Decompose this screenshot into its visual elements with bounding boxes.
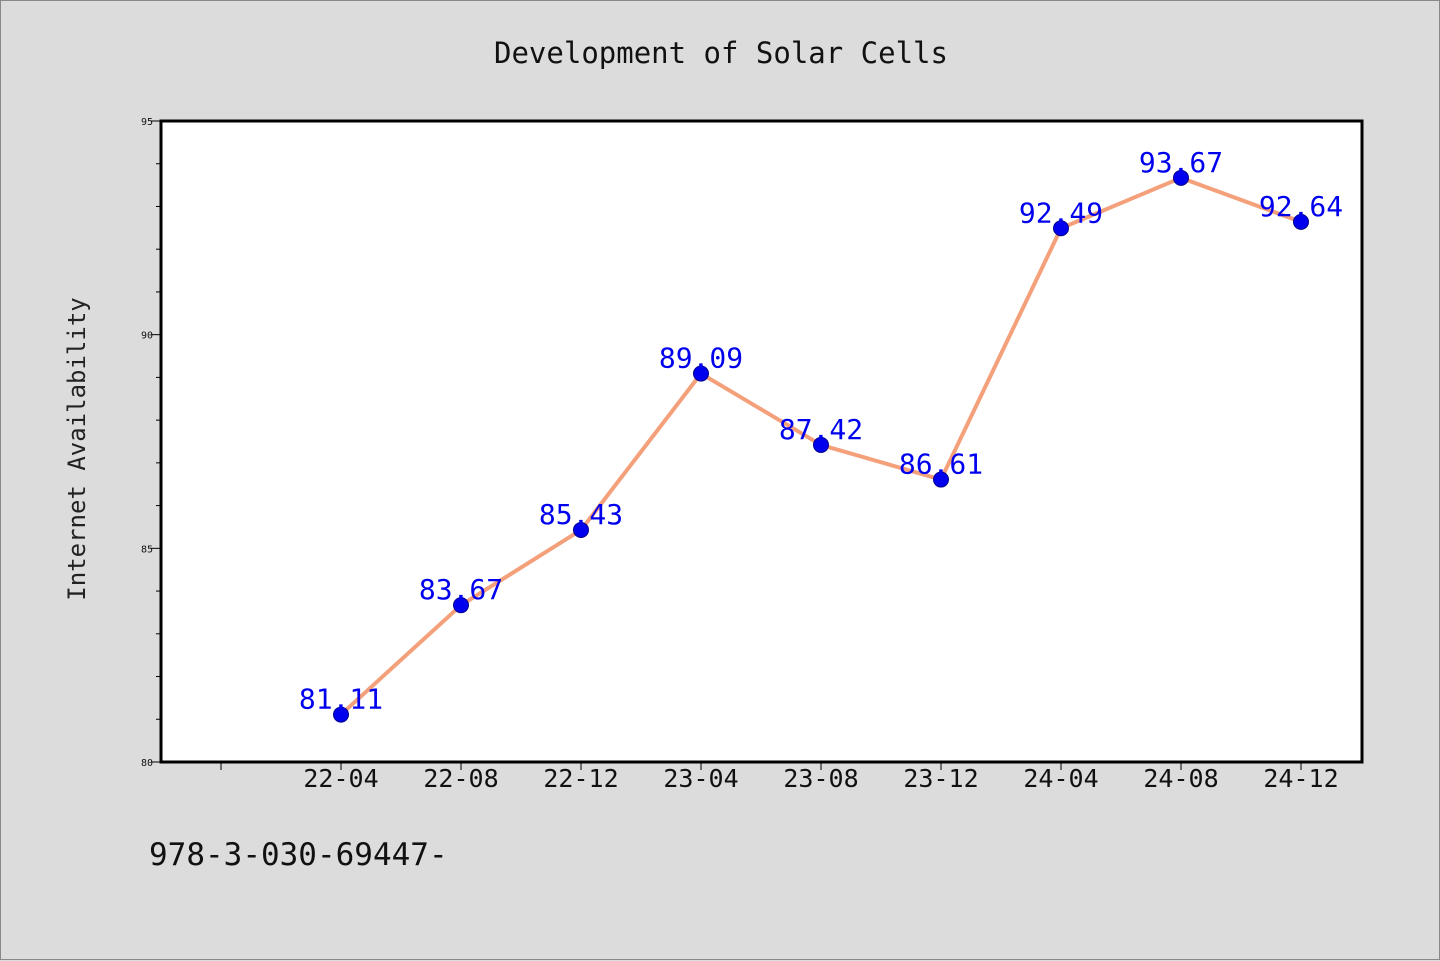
data-point-marker bbox=[933, 471, 949, 488]
x-tick-label: 23-08 bbox=[783, 764, 858, 793]
x-tick-label: 24-08 bbox=[1143, 764, 1218, 793]
data-value-label: 83.67 bbox=[419, 573, 503, 606]
y-tick-label: 85 bbox=[141, 544, 153, 555]
data-value-label: 92.49 bbox=[1019, 196, 1103, 229]
data-point-marker bbox=[693, 365, 709, 382]
data-value-label: 85.43 bbox=[539, 498, 623, 531]
y-axis: 80 85 90 95 bbox=[141, 117, 161, 769]
data-point-marker bbox=[1293, 213, 1309, 230]
y-tick-label: 95 bbox=[141, 117, 153, 128]
marker-layer bbox=[333, 169, 1309, 723]
x-tick-label: 23-12 bbox=[903, 764, 978, 793]
y-tick-label: 90 bbox=[141, 331, 153, 342]
data-value-label: 93.67 bbox=[1139, 146, 1223, 179]
x-tick-label: 24-04 bbox=[1023, 764, 1098, 793]
data-point-marker bbox=[1173, 169, 1189, 186]
x-tick-label: 22-12 bbox=[543, 764, 618, 793]
data-label-layer: 81.11 83.67 85.43 89.09 87.42 86.61 92.49 93.67… bbox=[299, 146, 1343, 716]
data-point-marker bbox=[1053, 220, 1069, 237]
x-tick-label: 24-12 bbox=[1263, 764, 1338, 793]
data-point-marker bbox=[573, 521, 589, 538]
data-value-label: 87.42 bbox=[779, 413, 863, 446]
plot-area bbox=[159, 119, 1364, 764]
x-tick-label: 23-04 bbox=[663, 764, 738, 793]
data-point-marker bbox=[333, 706, 349, 723]
data-value-label: 92.64 bbox=[1259, 190, 1343, 223]
chart-title: Development of Solar Cells bbox=[494, 36, 948, 70]
data-value-label: 86.61 bbox=[899, 448, 983, 481]
data-value-label: 89.09 bbox=[659, 342, 743, 375]
footer-isbn-text: 978-3-030-69447- bbox=[149, 837, 448, 873]
data-point-marker bbox=[813, 436, 829, 453]
x-tick-label: 22-04 bbox=[303, 764, 378, 793]
y-tick-label: 80 bbox=[141, 758, 153, 769]
data-value-label: 81.11 bbox=[299, 683, 383, 716]
x-axis: 22-04 22-08 22-12 23-04 23-08 23-12 24-04 24-08… bbox=[220, 762, 1339, 793]
data-point-marker bbox=[453, 597, 469, 614]
y-axis-title: Internet Availability bbox=[63, 297, 91, 600]
x-tick-label: 22-08 bbox=[423, 764, 498, 793]
